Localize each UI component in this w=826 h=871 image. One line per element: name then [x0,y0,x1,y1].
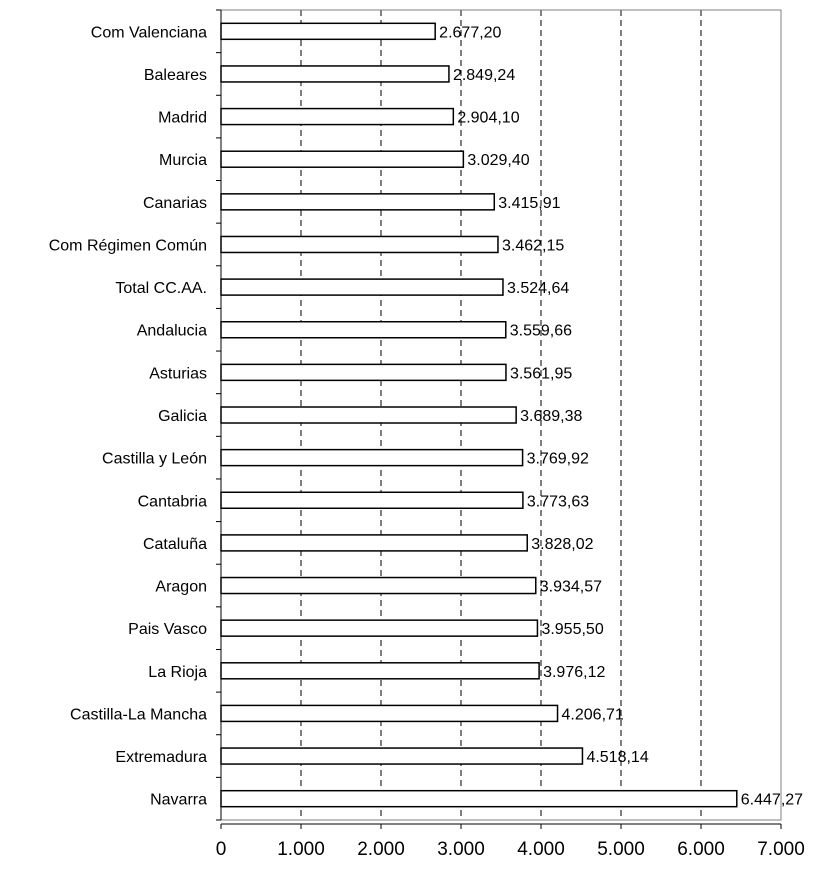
category-label-8: Asturias [149,365,207,382]
category-label-6: Total CC.AA. [115,280,207,297]
bar-7 [220,320,507,339]
bar-15 [220,662,540,680]
category-label-13: Aragon [155,579,207,596]
x-tick-label-3: 3.000 [437,839,485,860]
value-label-15: 3.976,12 [543,664,605,681]
bar-3 [220,150,465,168]
category-label-4: Canarias [143,195,207,212]
x-tick-label-2: 2.000 [357,839,405,860]
value-label-16: 4.206,71 [562,706,624,723]
value-label-9: 3.689,38 [520,408,582,425]
category-label-9: Galicia [158,408,207,425]
category-label-0: Com Valenciana [91,24,207,41]
category-label-11: Cantabria [138,493,207,510]
bar-9 [220,406,517,424]
bar-11 [220,491,524,510]
value-label-7: 3.559,66 [510,323,572,340]
category-label-2: Madrid [158,110,207,127]
bar-12 [220,534,528,552]
bar-18 [220,789,738,808]
value-label-10: 3.769,92 [527,451,589,468]
x-tick-label-7: 7.000 [757,839,805,860]
bar-6 [220,278,504,296]
category-label-17: Extremadura [115,749,207,766]
bar-17 [220,747,584,765]
value-label-13: 3.934,57 [540,579,602,596]
value-label-14: 3.955,50 [541,621,603,638]
bar-13 [220,576,537,595]
bar-14 [220,619,539,637]
bar-0 [220,22,436,41]
value-label-4: 3.415,91 [498,195,560,212]
value-label-0: 2.677,20 [439,24,501,41]
x-tick-label-6: 6.000 [677,839,725,860]
labels: 0 1.000 2.000 3.000 4.000 5.000 6.000 7.000 Com … [49,24,805,860]
bar-8 [220,363,507,382]
bar-2 [220,107,455,126]
value-label-11: 3.773,63 [527,493,589,510]
x-tick-label-5: 5.000 [597,839,645,860]
bar-4 [220,193,496,211]
category-label-15: La Rioja [148,664,207,681]
value-label-18: 6.447,27 [741,792,803,809]
value-label-8: 3.561,95 [510,365,572,382]
value-label-3: 3.029,40 [467,152,529,169]
category-label-7: Andalucia [137,323,207,340]
bar-5 [220,235,499,254]
axes [216,9,782,829]
category-label-3: Murcia [159,152,207,169]
bar-16 [220,704,559,723]
value-label-1: 2.849,24 [453,67,515,84]
value-label-5: 3.462,15 [502,237,564,254]
category-label-14: Pais Vasco [128,621,207,638]
value-label-17: 4.518,14 [586,749,648,766]
category-label-5: Com Régimen Común [49,237,207,254]
value-label-6: 3.524,64 [507,280,569,297]
bars [220,22,738,808]
value-label-2: 2.904,10 [457,110,519,127]
value-label-12: 3.828,02 [531,536,593,553]
category-label-12: Cataluña [143,536,207,553]
category-label-16: Castilla-La Mancha [70,706,207,723]
x-tick-label-1: 1.000 [277,839,325,860]
bar-10 [220,448,524,467]
bar-1 [220,65,450,83]
category-label-1: Baleares [144,67,207,84]
category-label-18: Navarra [150,792,207,809]
category-label-10: Castilla y León [102,451,207,468]
x-tick-label-4: 4.000 [517,839,565,860]
x-tick-label-0: 0 [216,839,227,860]
